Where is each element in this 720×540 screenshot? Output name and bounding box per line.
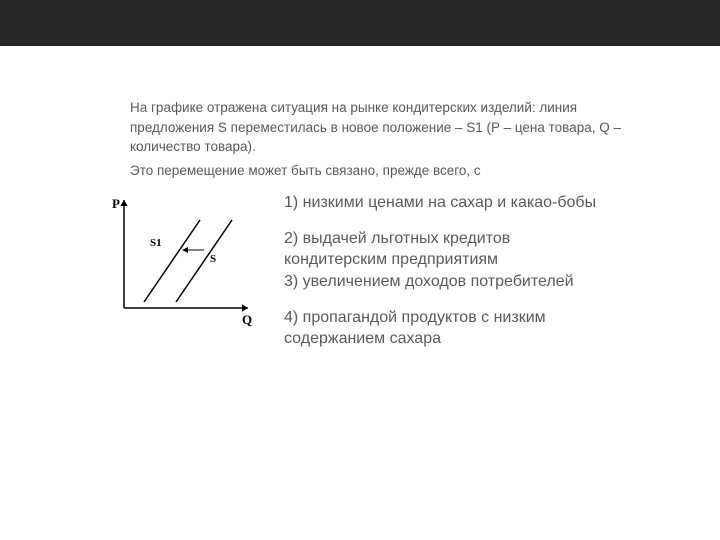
chart-svg: P Q S1 S: [100, 190, 260, 330]
svg-text:S: S: [210, 253, 216, 265]
svg-text:P: P: [112, 196, 120, 211]
intro-line-1: На графике отражена ситуация на рынке ко…: [130, 98, 660, 157]
supply-shift-chart: P Q S1 S: [100, 190, 260, 330]
option-4: 4) пропагандой продуктов с низким содерж…: [284, 307, 614, 350]
svg-text:Q: Q: [242, 312, 252, 327]
intro-text: На графике отражена ситуация на рынке ко…: [130, 98, 660, 180]
option-1: 1) низкими ценами на сахар и какао-бобы: [284, 192, 614, 214]
body-row: PQS1S 1) низкими ценами на сахар и какао…: [130, 190, 660, 364]
option-2: 2) выдачей льготных кредитов кондитерски…: [284, 228, 614, 271]
answer-options: 1) низкими ценами на сахар и какао-бобы …: [284, 190, 614, 364]
svg-text:S1: S1: [150, 237, 162, 249]
content-area: На графике отражена ситуация на рынке ко…: [0, 46, 720, 364]
intro-line-2: Это перемещение может быть связано, преж…: [130, 161, 660, 181]
option-3: 3) увеличением доходов потребителей: [284, 271, 614, 293]
top-bar: [0, 0, 720, 46]
